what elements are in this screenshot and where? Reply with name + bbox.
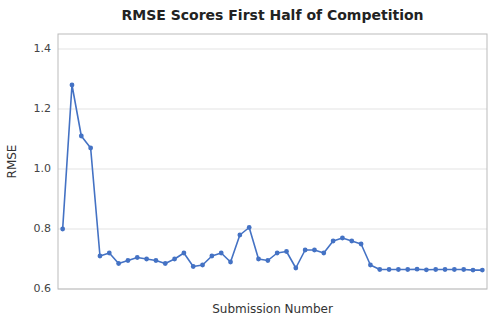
point xyxy=(321,251,326,256)
point xyxy=(135,255,140,260)
grid-line xyxy=(58,229,487,230)
point xyxy=(443,267,448,272)
y-tick-label: 1.2 xyxy=(34,102,52,115)
point xyxy=(200,263,205,268)
x-axis-label: Submission Number xyxy=(212,302,333,316)
y-tick-label: 0.8 xyxy=(34,222,52,235)
point xyxy=(79,134,84,139)
chart-svg: 0.6 0.8 1.0 1.2 1.4 RMSE Scores First Half of… xyxy=(0,0,501,325)
point xyxy=(209,254,214,259)
point xyxy=(182,251,187,256)
page: {"chart_data": {"type": "line", "title":… xyxy=(0,0,501,325)
point xyxy=(144,257,149,262)
point xyxy=(247,225,252,230)
point xyxy=(163,261,168,266)
point xyxy=(293,266,298,271)
point xyxy=(116,261,121,266)
point xyxy=(256,257,261,262)
point xyxy=(377,267,382,272)
grid-line xyxy=(58,109,487,110)
point xyxy=(70,83,75,88)
point xyxy=(88,146,93,151)
grid-line xyxy=(58,169,487,170)
y-axis-label: RMSE xyxy=(5,145,19,179)
point xyxy=(331,239,336,244)
point xyxy=(126,258,131,263)
point xyxy=(284,249,289,254)
point xyxy=(480,268,485,273)
chart-container: 0.6 0.8 1.0 1.2 1.4 RMSE Scores First Half of… xyxy=(0,0,501,325)
point xyxy=(60,227,65,232)
point xyxy=(98,254,103,259)
point xyxy=(415,267,420,272)
point xyxy=(452,267,457,272)
point xyxy=(368,263,373,268)
plot-frame xyxy=(58,34,487,289)
point xyxy=(275,251,280,256)
point xyxy=(303,248,308,253)
y-tick-label: 1.4 xyxy=(34,42,52,55)
title: RMSE Scores First Half of Competition xyxy=(121,7,423,23)
point xyxy=(471,268,476,273)
point xyxy=(219,251,224,256)
point xyxy=(312,248,317,253)
y-tick-label: 0.6 xyxy=(34,282,52,295)
y-tick-label: 1.0 xyxy=(34,162,52,175)
point xyxy=(340,236,345,241)
point xyxy=(237,233,242,238)
point xyxy=(405,267,410,272)
point xyxy=(387,267,392,272)
point xyxy=(359,242,364,247)
point xyxy=(265,258,270,263)
point xyxy=(107,251,112,256)
point xyxy=(424,267,429,272)
point xyxy=(433,267,438,272)
point xyxy=(154,258,159,263)
point xyxy=(172,257,177,262)
point xyxy=(396,267,401,272)
data-group xyxy=(60,83,484,273)
plot-background xyxy=(58,34,487,289)
point xyxy=(461,267,466,272)
line xyxy=(63,85,483,270)
point xyxy=(228,260,233,265)
point xyxy=(349,239,354,244)
grid-line xyxy=(58,49,487,50)
point xyxy=(191,264,196,269)
